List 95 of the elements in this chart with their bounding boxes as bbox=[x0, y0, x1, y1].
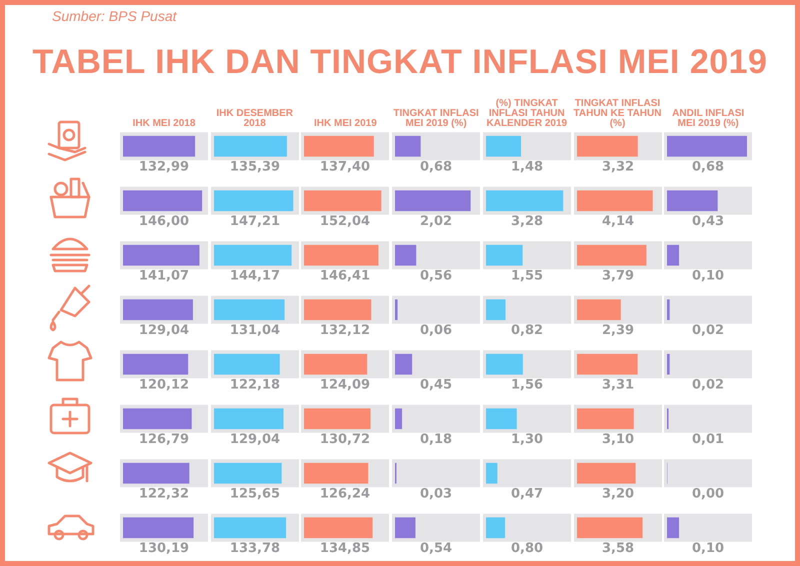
data-label: 0,18 bbox=[420, 432, 452, 448]
data-label: 132,99 bbox=[138, 160, 190, 175]
data-label: 0,02 bbox=[692, 323, 724, 338]
data-label: 2,02 bbox=[420, 214, 452, 230]
data-label: 120,12 bbox=[138, 378, 190, 393]
data-label: 0,43 bbox=[692, 214, 724, 230]
data-label: 0,54 bbox=[420, 541, 452, 556]
bar bbox=[486, 462, 498, 484]
data-label: 0,10 bbox=[692, 268, 724, 284]
data-label: 124,09 bbox=[320, 378, 370, 393]
bar bbox=[576, 408, 634, 430]
bar bbox=[395, 408, 402, 430]
data-label: 125,65 bbox=[230, 486, 280, 502]
data-label: 133,78 bbox=[230, 541, 280, 556]
data-label: 0,02 bbox=[692, 378, 724, 393]
data-label: 132,12 bbox=[320, 323, 370, 338]
data-label: 0,10 bbox=[692, 541, 724, 556]
data-label: 0,80 bbox=[510, 541, 543, 556]
data-label: 0,00 bbox=[692, 486, 724, 502]
data-label: 3,79 bbox=[601, 268, 634, 284]
data-label: 3,58 bbox=[601, 541, 634, 556]
bar bbox=[395, 136, 421, 157]
bar bbox=[576, 299, 620, 320]
data-label: 135,39 bbox=[230, 160, 280, 175]
data-label: 126,79 bbox=[138, 432, 190, 448]
bar bbox=[304, 354, 368, 375]
bar bbox=[667, 190, 718, 212]
data-label: 146,41 bbox=[320, 268, 370, 284]
bar bbox=[576, 462, 636, 484]
data-label: 122,32 bbox=[138, 486, 190, 502]
data-label: 144,17 bbox=[230, 268, 280, 284]
bar bbox=[486, 299, 506, 320]
data-label: 134,85 bbox=[320, 541, 370, 556]
data-label: 0,47 bbox=[510, 486, 543, 502]
data-label: 152,04 bbox=[320, 214, 370, 230]
data-label: 0,45 bbox=[420, 378, 452, 393]
text: Sumber: BPS Pusat bbox=[52, 8, 177, 24]
text: TABEL IHK DAN TINGKAT INFLASI MEI 2019 bbox=[32, 43, 768, 82]
bar bbox=[486, 136, 521, 157]
data-label: 3,32 bbox=[601, 160, 634, 175]
data-label: 0,03 bbox=[420, 486, 452, 502]
data-label: 130,72 bbox=[320, 432, 370, 448]
bar bbox=[486, 354, 523, 375]
data-label: 129,04 bbox=[230, 432, 280, 448]
bar bbox=[123, 354, 188, 375]
data-label: 2,39 bbox=[601, 323, 634, 338]
data-label: 3,31 bbox=[601, 378, 634, 393]
data-label: 129,04 bbox=[138, 323, 190, 338]
data-label: 130,19 bbox=[138, 541, 190, 556]
data-label: 3,20 bbox=[601, 486, 634, 502]
bar bbox=[395, 517, 416, 538]
data-label: 0,82 bbox=[510, 323, 543, 338]
data-label: 1,48 bbox=[510, 160, 543, 175]
data-label: 4,14 bbox=[601, 214, 634, 230]
chart-title: IHK DESEMBER 2018 bbox=[215, 107, 294, 129]
bar bbox=[486, 244, 522, 266]
data-label: 0,01 bbox=[692, 432, 724, 448]
bar bbox=[214, 354, 280, 375]
data-label: 0,68 bbox=[420, 160, 452, 175]
bar bbox=[667, 244, 680, 266]
chart-title: (%) TINGKAT INFLASI TAHUN KALENDER 2019 bbox=[486, 97, 568, 129]
data-label: 141,07 bbox=[138, 268, 190, 284]
data-label: 3,10 bbox=[601, 432, 634, 448]
data-label: 147,21 bbox=[230, 214, 280, 230]
data-label: 3,28 bbox=[510, 214, 543, 230]
bar bbox=[667, 354, 670, 375]
bar bbox=[486, 408, 517, 430]
chart-title: ANDIL INFLASI MEI 2019 (%) bbox=[671, 107, 746, 129]
bar bbox=[304, 462, 369, 484]
data-label: 1,56 bbox=[510, 378, 543, 393]
data-label: 137,40 bbox=[320, 160, 370, 175]
bar bbox=[395, 299, 398, 320]
bar bbox=[667, 517, 680, 538]
bar bbox=[486, 517, 505, 538]
data-label: 0,06 bbox=[420, 323, 452, 338]
bar bbox=[304, 408, 371, 430]
data-label: 0,56 bbox=[420, 268, 452, 284]
chart-title: TINGKAT INFLASI TAHUN KE TAHUN (%) bbox=[572, 97, 662, 129]
bar bbox=[395, 354, 412, 375]
chart-title: IHK MEI 2019 bbox=[312, 117, 378, 129]
data-label: 122,18 bbox=[230, 378, 280, 393]
bar bbox=[395, 244, 416, 266]
data-label: 1,30 bbox=[510, 432, 543, 448]
chart-title: IHK MEI 2018 bbox=[132, 117, 196, 129]
data-label: 126,24 bbox=[320, 486, 370, 502]
data-label: 0,68 bbox=[692, 160, 724, 175]
data-label: 131,04 bbox=[230, 323, 280, 338]
chart-title: TINGKAT INFLASI MEI 2019 (%) bbox=[392, 107, 480, 129]
bar bbox=[576, 354, 638, 375]
data-label: 146,00 bbox=[138, 214, 190, 230]
bar bbox=[576, 136, 638, 157]
bar bbox=[123, 462, 190, 484]
bar bbox=[667, 299, 670, 320]
bar bbox=[576, 517, 642, 538]
data-label: 1,55 bbox=[510, 268, 543, 284]
